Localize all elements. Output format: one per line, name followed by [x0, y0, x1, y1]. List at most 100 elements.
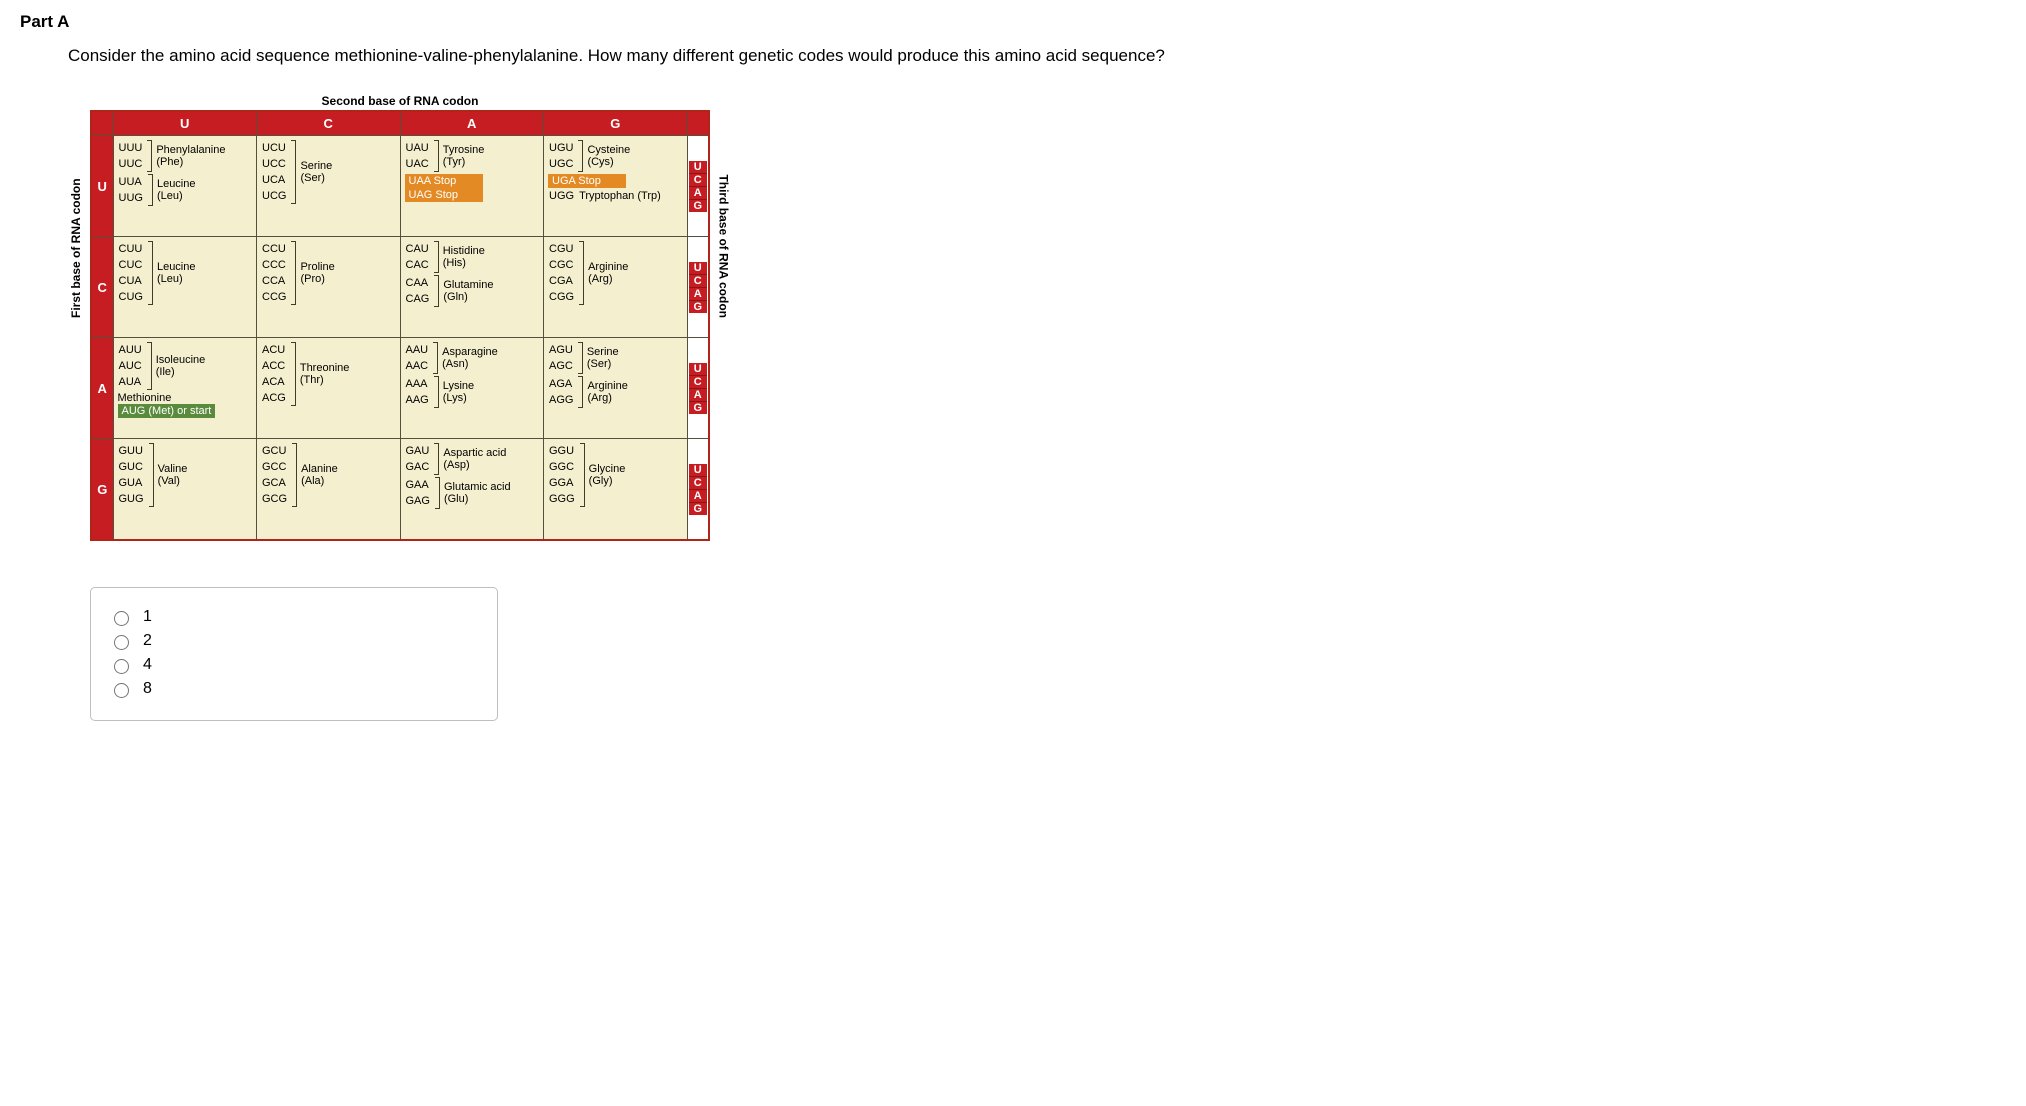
amino-acid-label: Asparagine(Asn) [442, 346, 498, 370]
caption-top: Second base of RNA codon [90, 94, 710, 108]
third-base-U: U [689, 363, 708, 375]
amino-acid-label: Isoleucine(Ile) [156, 354, 206, 378]
codon: CGA [548, 273, 575, 289]
bracket-icon [580, 443, 585, 507]
codon: UGU [548, 140, 574, 156]
amino-acid-label: Tyrosine(Tyr) [443, 144, 485, 168]
codon: ACA [261, 374, 287, 390]
row-head-A: A [91, 338, 113, 439]
codon: UCU [261, 140, 287, 156]
codon: CGG [548, 289, 575, 305]
codon: CGU [548, 241, 575, 257]
cell-UG: UGUUGCCysteine(Cys)UGA StopUGGTryptophan… [544, 136, 688, 237]
codon-group: GCUGCCGCAGCGAlanine(Ala) [261, 443, 396, 507]
codon-group: ACUACCACAACGThreonine(Thr) [261, 342, 396, 406]
codon: GAA [405, 477, 431, 493]
codon: CCG [261, 289, 287, 305]
cell-CG: CGUCGCCGACGGArginine(Arg) [544, 237, 688, 338]
question-text: Consider the amino acid sequence methion… [68, 46, 2006, 66]
codon-group: UCUUCCUCAUCGSerine(Ser) [261, 140, 396, 204]
third-base-G: G [689, 199, 708, 212]
codon: CAU [405, 241, 430, 257]
cell-GU: GUUGUCGUAGUGValine(Val) [113, 439, 257, 541]
third-base-col-G: UCAG [687, 439, 709, 541]
codon: CCA [261, 273, 287, 289]
codon: AGU [548, 342, 574, 358]
cell-AG: AGUAGCSerine(Ser)AGAAGGArginine(Arg) [544, 338, 688, 439]
amino-acid-label: Leucine(Leu) [157, 261, 196, 285]
col-head-G: G [544, 111, 688, 136]
codon: AUC [118, 358, 143, 374]
codon: UCA [261, 172, 287, 188]
start-codon: AUG (Met) or start [118, 404, 216, 418]
radio-4[interactable] [114, 659, 129, 674]
codon: GCG [261, 491, 288, 507]
amino-acid-label: Glycine(Gly) [589, 463, 626, 487]
radio-1[interactable] [114, 611, 129, 626]
codon: GGA [548, 475, 576, 491]
third-base-A: A [689, 489, 708, 502]
codon: GCA [261, 475, 288, 491]
codon-group: UGGTryptophan (Trp) [548, 188, 683, 204]
codon-group: GAUGACAspartic acid(Asp) [405, 443, 540, 475]
option-2[interactable]: 2 [109, 632, 479, 650]
amino-acid-label: Arginine(Arg) [587, 380, 627, 404]
radio-8[interactable] [114, 683, 129, 698]
codon: CUG [118, 289, 144, 305]
bracket-icon [579, 241, 584, 305]
row-head-U: U [91, 136, 113, 237]
bracket-icon [578, 140, 583, 172]
bracket-icon [291, 140, 296, 204]
codon: UUG [118, 190, 144, 206]
codon-group: GUUGUCGUAGUGValine(Val) [118, 443, 253, 507]
codon: AAU [405, 342, 430, 358]
amino-acid-label: Cysteine(Cys) [587, 144, 630, 168]
codon: AAG [405, 392, 430, 408]
codon-group: CAUCACHistidine(His) [405, 241, 540, 273]
third-base-U: U [689, 262, 708, 274]
option-4[interactable]: 4 [109, 656, 479, 674]
codon: CUC [118, 257, 144, 273]
codon-table-wrap: Second base of RNA codon First base of R… [90, 94, 710, 541]
third-base-G: G [689, 300, 708, 313]
col-head-U: U [113, 111, 257, 136]
bracket-icon [147, 140, 152, 172]
caption-right: Third base of RNA codon [717, 174, 731, 318]
codon-group: AGUAGCSerine(Ser) [548, 342, 683, 374]
radio-2[interactable] [114, 635, 129, 650]
bracket-icon [148, 174, 153, 206]
amino-acid-label: Valine(Val) [158, 463, 188, 487]
codon: GGU [548, 443, 576, 459]
codon-group: UUUUUCPhenylalanine(Phe) [118, 140, 253, 172]
col-head-A: A [400, 111, 544, 136]
third-base-col-U: UCAG [687, 136, 709, 237]
third-base-A: A [689, 388, 708, 401]
codon-group: GAAGAGGlutamic acid(Glu) [405, 477, 540, 509]
bracket-icon [292, 443, 297, 507]
cell-GC: GCUGCCGCAGCGAlanine(Ala) [257, 439, 401, 541]
codon: GAU [405, 443, 431, 459]
cell-AA: AAUAACAsparagine(Asn)AAAAAGLysine(Lys) [400, 338, 544, 439]
codon: AAC [405, 358, 430, 374]
codon-group: CUUCUCCUACUGLeucine(Leu) [118, 241, 253, 305]
codon: AUU [118, 342, 143, 358]
codon: UAC [405, 156, 430, 172]
codon: GGG [548, 491, 576, 507]
cell-AU: AUUAUCAUAIsoleucine(Ile)MethionineAUG (M… [113, 338, 257, 439]
amino-acid-label: Arginine(Arg) [588, 261, 628, 285]
amino-acid-label: Serine(Ser) [587, 346, 619, 370]
codon: UGC [548, 156, 574, 172]
cell-CC: CCUCCCCCACCGProline(Pro) [257, 237, 401, 338]
codon-group: CCUCCCCCACCGProline(Pro) [261, 241, 396, 305]
bracket-icon [435, 477, 440, 509]
codon: ACU [261, 342, 287, 358]
codon: GAG [405, 493, 431, 509]
bracket-icon [434, 140, 439, 172]
bracket-icon [291, 342, 296, 406]
option-1[interactable]: 1 [109, 608, 479, 626]
codon: UGG [548, 188, 575, 204]
codon: GUU [118, 443, 145, 459]
codon-group: CAACAGGlutamine(Gln) [405, 275, 540, 307]
option-8[interactable]: 8 [109, 680, 479, 698]
codon: AUA [118, 374, 143, 390]
